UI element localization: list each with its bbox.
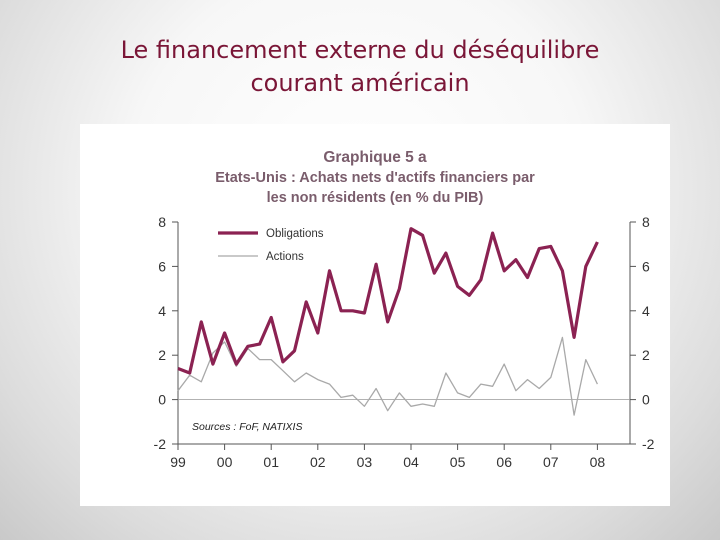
- y-tick-label-right: -2: [642, 436, 655, 452]
- x-tick-label: 05: [450, 454, 466, 470]
- x-tick-label: 02: [310, 454, 326, 470]
- y-tick-label-left: 0: [158, 392, 166, 408]
- chart-title-line-3: les non résidents (en % du PIB): [266, 190, 484, 206]
- x-tick-label: 08: [590, 454, 606, 470]
- x-tick-label: 07: [543, 454, 559, 470]
- x-tick-label: 00: [217, 454, 233, 470]
- legend-label-actions: Actions: [266, 251, 304, 263]
- legend-label-obligations: Obligations: [266, 228, 324, 240]
- series-line-actions: [177, 336, 598, 416]
- chart-title: Graphique 5 a Etats-Unis : Achats nets d…: [80, 148, 670, 208]
- y-tick-label-right: 0: [642, 392, 650, 408]
- slide-title-line-2: courant américain: [250, 69, 470, 97]
- y-tick-label-right: 2: [642, 347, 650, 363]
- x-tick-label: 99: [170, 454, 186, 470]
- slide-title-line-1: Le financement externe du déséquilibre: [120, 36, 600, 64]
- x-tick-label: 04: [403, 454, 419, 470]
- y-tick-label-left: 6: [158, 258, 166, 274]
- y-tick-label-left: 2: [158, 347, 166, 363]
- x-tick-label: 06: [496, 454, 512, 470]
- x-tick-label: 03: [357, 454, 373, 470]
- x-tick-label: 01: [263, 454, 279, 470]
- y-tick-label-left: 4: [158, 303, 166, 319]
- y-tick-label-left: -2: [154, 436, 167, 452]
- slide-title: Le financement externe du déséquilibre c…: [0, 34, 720, 100]
- chart-title-line-2: Etats-Unis : Achats nets d'actifs financ…: [215, 170, 535, 186]
- y-tick-label-right: 8: [642, 214, 650, 230]
- line-chart: -2 -20 02 24 46 68 899 00 01 02 03 04 05 06 07 08Obliga…: [154, 214, 655, 470]
- series-line-obligations: [177, 227, 599, 375]
- y-tick-label-right: 6: [642, 258, 650, 274]
- source-note: Sources : FoF, NATIXIS: [192, 421, 302, 433]
- chart-title-line-1: Graphique 5 a: [323, 149, 427, 166]
- y-tick-label-left: 8: [158, 214, 166, 230]
- chart-card: Graphique 5 a Etats-Unis : Achats nets d…: [80, 124, 670, 506]
- y-tick-label-right: 4: [642, 303, 650, 319]
